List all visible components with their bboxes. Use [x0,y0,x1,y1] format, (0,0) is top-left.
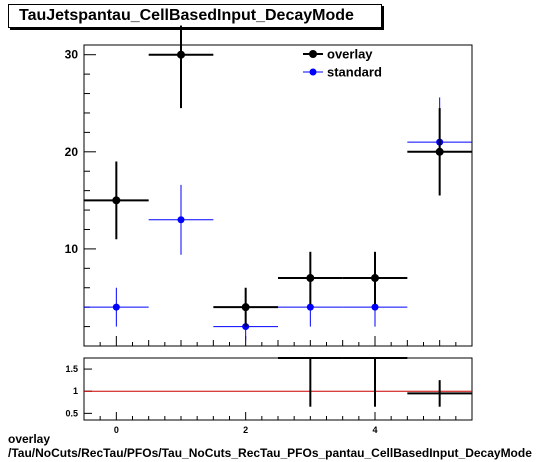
y-tick-label: 30 [65,48,79,62]
y-tick-label: 20 [65,145,79,159]
ratio-y-tick-label: 1.5 [65,364,78,374]
overlay-point [84,161,149,240]
legend-label-standard: standard [327,65,382,80]
legend-label-overlay: overlay [327,47,373,62]
chart-title: TauJetspantau_CellBasedInput_DecayMode [19,7,354,24]
standard-marker [177,216,185,224]
chart-title-box: TauJetspantau_CellBasedInput_DecayMode [8,4,382,28]
overlay-marker [241,303,250,312]
legend-marker [309,50,317,58]
standard-point [148,184,214,255]
y-tick-label: 10 [65,242,79,256]
overlay-point [342,251,408,305]
standard-point [84,287,149,327]
x-tick-label: 4 [372,425,377,435]
caption-line-1: overlay [8,432,51,446]
standard-marker [371,303,379,311]
overlay-point [213,287,278,327]
legend-marker [309,68,317,76]
overlay-marker [112,196,121,205]
main-plot-frame [83,44,473,347]
ratio-plot-frame [83,357,473,421]
overlay-marker [371,274,379,283]
overlay-marker [177,50,185,59]
ratio-y-tick-label: 0.5 [65,408,78,418]
ratio-overlay-point [278,357,343,407]
caption-line-2: /Tau/NoCuts/RecTau/PFOs/Tau_NoCuts_RecTa… [8,446,532,460]
overlay-marker [306,274,315,283]
ratio-y-tick-label: 1 [73,386,78,396]
standard-marker [306,303,314,311]
ratio-overlay-point [342,357,408,407]
overlay-point [278,251,343,305]
overlay-point [148,25,214,109]
x-tick-label: 0 [114,425,119,435]
overlay-marker [435,147,444,156]
x-tick-label: 2 [243,425,248,435]
overlay-point [407,108,472,196]
standard-marker [112,303,120,311]
legend: overlay standard [303,47,382,80]
ratio-overlay-point [407,380,472,407]
